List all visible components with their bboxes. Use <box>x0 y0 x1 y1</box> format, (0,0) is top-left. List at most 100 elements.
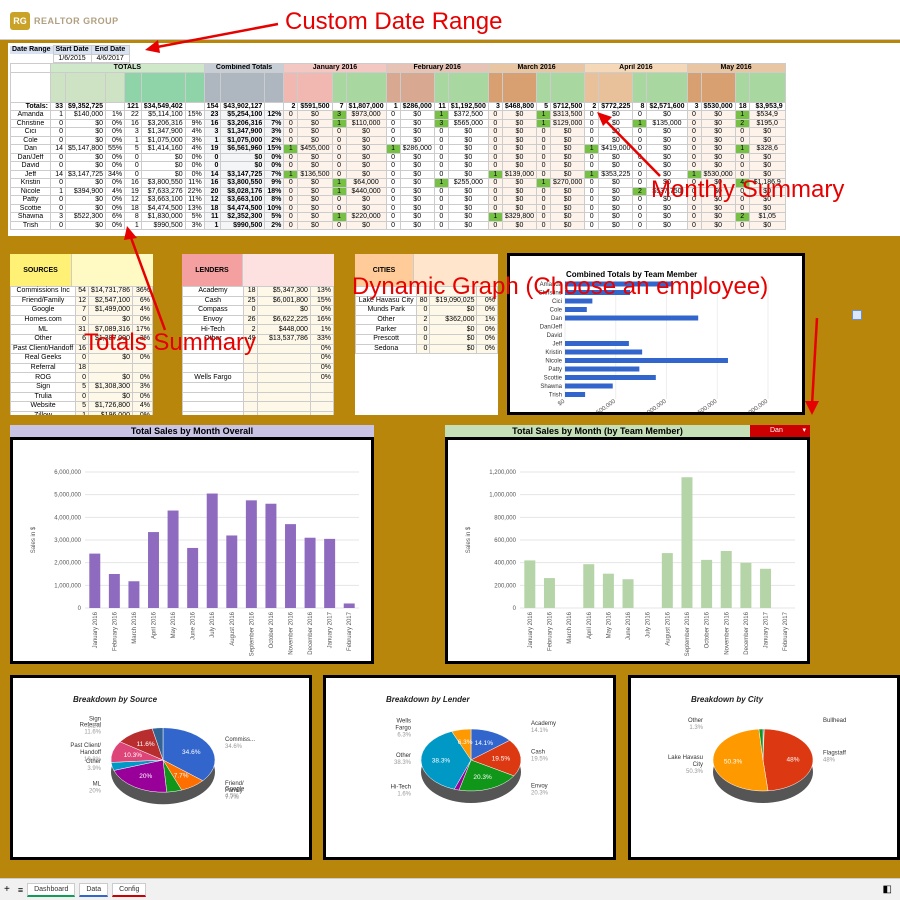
pie-slice <box>151 727 164 761</box>
date-range-box: Date Range Start Date End Date 1/6/2015 4/6/… <box>10 45 130 63</box>
pie-legend-label: Bullhead <box>823 718 846 724</box>
data-cell: $286,000 <box>399 144 435 154</box>
data-cell: 0 <box>734 152 750 162</box>
bar <box>245 500 257 608</box>
data-cell: 1 <box>331 186 347 196</box>
pie-legend-pct: 20.3% <box>531 790 549 796</box>
data-cell: $0 <box>447 169 489 179</box>
category-label: Christine <box>538 291 562 297</box>
team-bar-chart-card[interactable]: Combined Totals by Team Member $0 $2,500,… <box>507 253 805 415</box>
tab-data[interactable]: Data <box>79 882 109 897</box>
city-cell: 0% <box>476 343 498 355</box>
totals-value <box>105 101 126 111</box>
data-cell: $0 <box>399 152 435 162</box>
data-cell: $1,075,000 <box>220 135 266 145</box>
edit-chart-icon[interactable] <box>852 310 862 320</box>
data-cell: $0 <box>598 118 634 128</box>
data-cell: $0 <box>64 152 107 162</box>
data-cell: 0 <box>385 186 401 196</box>
data-cell: $990,500 <box>220 220 266 230</box>
data-cell: $0 <box>550 127 586 137</box>
lender-cell <box>309 391 334 403</box>
tab-dashboard[interactable]: Dashboard <box>27 882 76 897</box>
pie-slice-pct: 20% <box>139 773 152 780</box>
totals-value: $772,225 <box>598 101 634 111</box>
data-cell: $5,254,100 <box>220 110 266 120</box>
data-cell: 0 <box>283 178 299 188</box>
category-label: Scottie <box>544 376 563 382</box>
data-cell: $3,800,550 <box>140 178 186 188</box>
data-cell: 0 <box>385 110 401 120</box>
start-date-input[interactable]: 1/6/2015 <box>52 53 92 63</box>
data-cell: 0 <box>536 212 552 222</box>
data-cell: 1 <box>283 144 299 154</box>
data-cell: $5,147,800 <box>64 144 107 154</box>
data-cell: 0 <box>536 127 552 137</box>
data-cell: 0 <box>686 135 702 145</box>
add-sheet-icon[interactable]: + <box>4 884 10 895</box>
totals-value: 2 <box>283 101 299 111</box>
data-cell: $0 <box>64 135 107 145</box>
employee-row: Amanda 1 $140,000 1% 22 $5,114,100 15% 23 $5,254… <box>10 110 786 120</box>
team-member-select[interactable]: Dan ▾ <box>750 425 810 437</box>
pie-slice-pct: 7.7% <box>174 773 189 780</box>
lender-cell: 15% <box>309 295 334 307</box>
pie-slice-pct: 11.6% <box>137 741 155 748</box>
data-cell: 7% <box>264 118 285 128</box>
lender-cell: $6,622,225 <box>257 314 311 326</box>
pie-legend-label: Other <box>396 753 411 759</box>
x-tick-label: February 2016 <box>547 611 553 651</box>
source-cell: $0 <box>87 314 133 326</box>
data-cell: 0 <box>385 152 401 162</box>
data-cell: $0 <box>297 152 333 162</box>
data-cell: $195,0 <box>748 118 786 128</box>
source-cell: $2,547,100 <box>87 295 133 307</box>
x-tick-label: May 2016 <box>171 611 177 638</box>
bar <box>720 550 732 608</box>
data-cell: 5% <box>184 212 205 222</box>
lender-cell <box>182 401 244 412</box>
column-header <box>297 71 333 103</box>
data-cell: $0 <box>646 203 688 213</box>
data-cell: 1 <box>433 178 449 188</box>
data-cell: 0 <box>686 212 702 222</box>
y-tick-label: 200,000 <box>494 583 516 589</box>
data-cell: 0 <box>50 220 66 230</box>
source-cell: 0% <box>131 391 153 403</box>
bar <box>108 574 120 608</box>
employee-name: Dan <box>10 144 51 154</box>
sheet-list-icon[interactable]: ≡ <box>17 884 24 895</box>
data-cell: 2 <box>734 212 750 222</box>
end-date-input[interactable]: 4/6/2017 <box>90 53 130 63</box>
tab-config[interactable]: Config <box>112 882 147 897</box>
data-cell: $129,000 <box>550 118 586 128</box>
data-cell: $0 <box>64 178 107 188</box>
x-tick-label: November 2016 <box>724 611 730 654</box>
column-header <box>748 71 786 103</box>
bar <box>565 366 640 372</box>
bar <box>285 524 296 608</box>
employee-row: Cole 0 $0 0% 1 $1,075,000 3% 1 $1,075,000 2% 0 $0 0 $… <box>10 135 786 145</box>
totals-value: $530,000 <box>700 101 736 111</box>
data-cell: 0 <box>487 161 503 171</box>
data-cell: $0 <box>64 195 107 205</box>
pie-slice-pct: 6.3% <box>458 739 473 746</box>
data-cell: $313,500 <box>550 110 586 120</box>
employee-name: Jeff <box>10 169 51 179</box>
pie-slice-pct: 14.1% <box>475 740 494 747</box>
start-date-label: Start Date <box>52 45 92 55</box>
explore-icon[interactable]: ◧ <box>882 884 892 895</box>
data-cell: 0 <box>331 135 347 145</box>
lenders-table: LENDERS Academy 18 $5,347,300 13% Cash 25 $6,0… <box>182 254 334 415</box>
city-cell: Other <box>355 314 418 326</box>
pie-slice-pct: 10.3% <box>124 752 143 759</box>
bar <box>740 562 752 608</box>
data-cell: $0 <box>646 212 688 222</box>
data-cell: 0 <box>632 212 648 222</box>
source-cell <box>87 362 133 374</box>
data-cell: $0 <box>399 203 435 213</box>
x-tick-label: $5,000,000 <box>640 398 669 412</box>
data-cell: 1 <box>203 220 222 230</box>
lender-cell <box>182 381 244 393</box>
data-cell: $0 <box>399 110 435 120</box>
